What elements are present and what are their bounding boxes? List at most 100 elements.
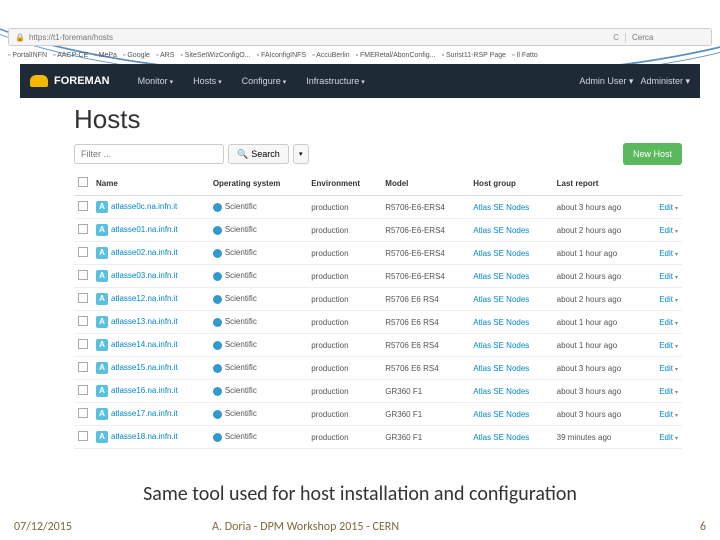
nav-item-monitor[interactable]: Monitor▾: [130, 72, 182, 90]
nav-item-configure[interactable]: Configure▾: [234, 72, 295, 90]
env-cell: production: [307, 403, 381, 426]
col-header[interactable]: [647, 171, 682, 196]
hostgroup-cell[interactable]: Atlas SE Nodes: [469, 334, 552, 357]
host-name[interactable]: Aatlasse14.na.infn.it: [92, 334, 209, 357]
row-checkbox[interactable]: [78, 408, 88, 418]
edit-link[interactable]: Edit: [659, 364, 673, 373]
bookmark-item[interactable]: ▫ FMERetal/AbonConfig...: [356, 52, 436, 59]
row-checkbox[interactable]: [78, 385, 88, 395]
col-header[interactable]: [74, 171, 92, 196]
row-checkbox[interactable]: [78, 362, 88, 372]
edit-link[interactable]: Edit: [659, 295, 673, 304]
nav-item-hosts[interactable]: Hosts▾: [185, 72, 230, 90]
hostgroup-cell[interactable]: Atlas SE Nodes: [469, 265, 552, 288]
edit-link[interactable]: Edit: [659, 272, 673, 281]
edit-link[interactable]: Edit: [659, 410, 673, 419]
edit-dropdown-icon[interactable]: ▾: [675, 275, 678, 281]
row-checkbox[interactable]: [78, 431, 88, 441]
row-checkbox[interactable]: [78, 339, 88, 349]
os-icon: [213, 387, 222, 396]
bookmark-item[interactable]: ▫ PortalINFN: [8, 52, 47, 59]
select-all-checkbox[interactable]: [78, 177, 88, 187]
row-checkbox[interactable]: [78, 224, 88, 234]
host-name[interactable]: Aatlasse15.na.infn.it: [92, 357, 209, 380]
hostgroup-cell[interactable]: Atlas SE Nodes: [469, 219, 552, 242]
edit-dropdown-icon[interactable]: ▾: [675, 413, 678, 419]
edit-dropdown-icon[interactable]: ▾: [675, 344, 678, 350]
host-name[interactable]: Aatlasse01.na.infn.it: [92, 219, 209, 242]
edit-dropdown-icon[interactable]: ▾: [675, 206, 678, 212]
search-button[interactable]: 🔍Search: [228, 144, 289, 164]
host-name[interactable]: Aatlasse0c.na.infn.it: [92, 196, 209, 219]
os-icon: [213, 318, 222, 327]
edit-dropdown-icon[interactable]: ▾: [675, 252, 678, 258]
last-report-cell: about 1 hour ago: [553, 242, 647, 265]
bookmark-item[interactable]: ▫ SiteSetWizConfigO...: [180, 52, 250, 59]
row-checkbox[interactable]: [78, 201, 88, 211]
env-cell: production: [307, 311, 381, 334]
host-name[interactable]: Aatlasse18.na.infn.it: [92, 426, 209, 449]
hostgroup-cell[interactable]: Atlas SE Nodes: [469, 380, 552, 403]
hostgroup-cell[interactable]: Atlas SE Nodes: [469, 242, 552, 265]
col-header[interactable]: Operating system: [209, 171, 307, 196]
col-header[interactable]: Model: [381, 171, 469, 196]
edit-link[interactable]: Edit: [659, 226, 673, 235]
host-name[interactable]: Aatlasse03.na.infn.it: [92, 265, 209, 288]
edit-dropdown-icon[interactable]: ▾: [675, 436, 678, 442]
hostgroup-cell[interactable]: Atlas SE Nodes: [469, 311, 552, 334]
hostgroup-cell[interactable]: Atlas SE Nodes: [469, 426, 552, 449]
col-header[interactable]: Host group: [469, 171, 552, 196]
edit-link[interactable]: Edit: [659, 203, 673, 212]
hostgroup-cell[interactable]: Atlas SE Nodes: [469, 357, 552, 380]
col-header[interactable]: Name: [92, 171, 209, 196]
col-header[interactable]: Environment: [307, 171, 381, 196]
os-cell: Scientific: [209, 288, 307, 311]
hostgroup-cell[interactable]: Atlas SE Nodes: [469, 288, 552, 311]
edit-dropdown-icon[interactable]: ▾: [675, 298, 678, 304]
bookmark-item[interactable]: ▫ ARS: [156, 52, 174, 59]
hostgroup-cell[interactable]: Atlas SE Nodes: [469, 196, 552, 219]
edit-link[interactable]: Edit: [659, 249, 673, 258]
row-checkbox[interactable]: [78, 247, 88, 257]
bookmark-item[interactable]: ▫ FAIconfigINFS: [257, 52, 307, 59]
host-name[interactable]: Aatlasse12.na.infn.it: [92, 288, 209, 311]
browser-address-bar[interactable]: 🔒 https://t1-foreman/hosts C Cerca: [8, 28, 712, 46]
os-icon: [213, 410, 222, 419]
edit-dropdown-icon[interactable]: ▾: [675, 321, 678, 327]
bookmark-item[interactable]: ▫ Il Fatto: [512, 52, 538, 59]
edit-dropdown-icon[interactable]: ▾: [675, 229, 678, 235]
edit-link[interactable]: Edit: [659, 387, 673, 396]
hostgroup-cell[interactable]: Atlas SE Nodes: [469, 403, 552, 426]
edit-link[interactable]: Edit: [659, 433, 673, 442]
col-header[interactable]: Last report: [553, 171, 647, 196]
host-name[interactable]: Aatlasse13.na.infn.it: [92, 311, 209, 334]
row-checkbox[interactable]: [78, 316, 88, 326]
model-cell: GR360 F1: [381, 403, 469, 426]
bookmark-item[interactable]: ▫ MePa: [94, 52, 117, 59]
host-name[interactable]: Aatlasse16.na.infn.it: [92, 380, 209, 403]
foreman-logo[interactable]: FOREMAN: [30, 75, 110, 87]
new-host-button[interactable]: New Host: [623, 143, 682, 165]
reload-icon[interactable]: C: [613, 33, 619, 42]
nav-item-infrastructure[interactable]: Infrastructure▾: [298, 72, 373, 90]
env-cell: production: [307, 426, 381, 449]
host-name[interactable]: Aatlasse02.na.infn.it: [92, 242, 209, 265]
admin-area[interactable]: Admin User ▾ Administer ▾: [579, 76, 690, 87]
host-name[interactable]: Aatlasse17.na.infn.it: [92, 403, 209, 426]
browser-search[interactable]: Cerca: [625, 33, 705, 42]
bookmark-item[interactable]: ▫ Google: [123, 52, 150, 59]
row-checkbox[interactable]: [78, 270, 88, 280]
edit-link[interactable]: Edit: [659, 341, 673, 350]
row-checkbox[interactable]: [78, 293, 88, 303]
edit-dropdown-icon[interactable]: ▾: [675, 367, 678, 373]
bookmark-item[interactable]: ▫ AccuBerlin: [312, 52, 350, 59]
bookmark-item[interactable]: ▫ AACP-CE: [53, 52, 88, 59]
env-cell: production: [307, 380, 381, 403]
model-cell: R5706 E6 RS4: [381, 357, 469, 380]
search-dropdown[interactable]: ▾: [293, 144, 309, 164]
bookmark-item[interactable]: ▫ Surist11-RSP Page: [442, 52, 506, 59]
edit-dropdown-icon[interactable]: ▾: [675, 390, 678, 396]
filter-input[interactable]: [74, 144, 224, 164]
table-row: Aatlasse17.na.infn.itScientificproductio…: [74, 403, 682, 426]
edit-link[interactable]: Edit: [659, 318, 673, 327]
